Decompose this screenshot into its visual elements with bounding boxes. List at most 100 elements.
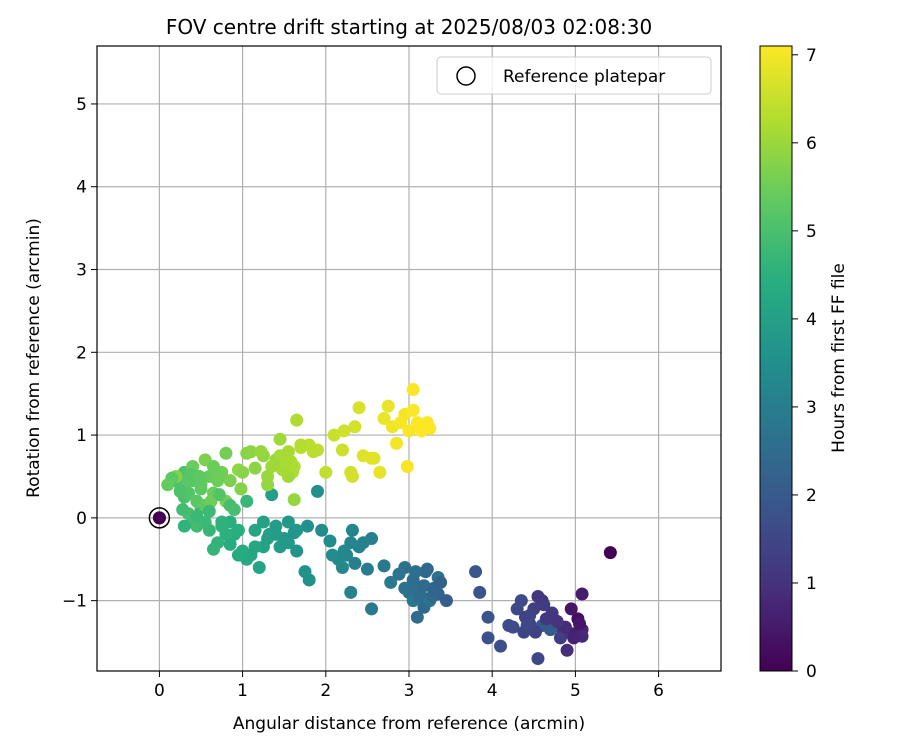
data-point xyxy=(390,436,404,450)
x-axis: 0 1 2 3 4 5 6 xyxy=(154,671,664,701)
data-point xyxy=(573,617,587,631)
colorbar-label: Hours from first FF file xyxy=(829,263,849,453)
data-point xyxy=(335,443,349,457)
colorbar-ticks: 0 1 2 3 4 5 6 7 xyxy=(792,46,817,682)
data-point xyxy=(319,465,333,479)
y-axis-label: Rotation from reference (arcmin) xyxy=(24,218,44,498)
colorbar-tick-label: 3 xyxy=(806,398,817,418)
legend-box xyxy=(436,56,712,95)
data-point xyxy=(231,548,245,562)
data-point xyxy=(192,469,206,483)
x-tick-label: 1 xyxy=(237,681,248,701)
data-point xyxy=(287,526,301,540)
data-point xyxy=(290,413,304,427)
data-point xyxy=(223,537,237,551)
data-point xyxy=(215,515,229,529)
data-point xyxy=(161,478,175,492)
data-point xyxy=(506,620,520,634)
data-point xyxy=(550,614,564,628)
data-point xyxy=(294,438,308,452)
data-point xyxy=(248,540,262,554)
data-point xyxy=(212,469,226,483)
data-point xyxy=(567,631,581,645)
y-tick-label: 5 xyxy=(76,95,87,115)
data-point xyxy=(409,565,423,579)
x-tick-label: 5 xyxy=(570,681,581,701)
data-point xyxy=(420,416,434,430)
y-tick-label: 2 xyxy=(76,343,87,363)
data-point xyxy=(417,579,431,593)
data-point xyxy=(603,546,617,560)
data-point xyxy=(315,523,329,537)
y-axis: −1 0 1 2 3 4 5 xyxy=(62,95,97,612)
data-point xyxy=(537,598,551,612)
data-point xyxy=(520,618,534,632)
colorbar-tick-label: 7 xyxy=(806,46,817,66)
data-point xyxy=(219,446,233,460)
data-point xyxy=(227,503,241,517)
data-point xyxy=(248,523,262,537)
colorbar-tick-label: 2 xyxy=(806,486,817,506)
data-point xyxy=(377,559,391,573)
data-point xyxy=(564,602,578,616)
data-point xyxy=(523,609,537,623)
data-point xyxy=(298,565,312,579)
data-point xyxy=(281,536,295,550)
data-point xyxy=(231,523,245,537)
data-point xyxy=(323,534,337,548)
colorbar-tick-label: 5 xyxy=(806,222,817,242)
y-tick-label: 0 xyxy=(76,509,87,529)
data-point xyxy=(256,515,270,529)
legend-label: Reference platepar xyxy=(503,67,665,87)
data-point xyxy=(173,484,187,498)
data-point xyxy=(300,519,314,533)
data-point xyxy=(381,399,395,413)
data-point xyxy=(412,589,426,603)
reference-marker xyxy=(148,507,171,529)
data-point xyxy=(223,474,237,488)
data-point xyxy=(348,420,362,434)
data-point xyxy=(212,488,226,502)
data-point xyxy=(206,542,220,556)
legend: Reference platepar xyxy=(436,56,712,95)
data-point xyxy=(434,575,448,589)
legend-marker-icon xyxy=(456,66,476,86)
reference-point xyxy=(152,511,166,525)
data-point xyxy=(406,383,420,397)
data-point xyxy=(373,465,387,479)
data-point xyxy=(202,504,216,518)
data-point xyxy=(560,643,574,657)
data-point xyxy=(344,585,358,599)
data-point xyxy=(273,432,287,446)
data-point xyxy=(176,503,190,517)
data-point xyxy=(325,548,339,562)
data-point xyxy=(392,567,406,581)
data-point xyxy=(481,631,495,645)
data-points xyxy=(152,383,617,666)
data-point xyxy=(244,445,258,459)
data-point xyxy=(575,587,589,601)
y-tick-label: 4 xyxy=(76,178,87,198)
data-point xyxy=(310,484,324,498)
data-point xyxy=(365,602,379,616)
reference-ring xyxy=(148,507,171,529)
data-point xyxy=(206,460,220,474)
data-point xyxy=(306,445,320,459)
data-point xyxy=(348,556,362,570)
data-point xyxy=(265,488,279,502)
data-point xyxy=(327,428,341,442)
data-point xyxy=(356,536,370,550)
x-tick-label: 0 xyxy=(154,681,165,701)
data-point xyxy=(469,565,483,579)
data-point xyxy=(236,465,250,479)
data-point xyxy=(400,460,414,474)
y-tick-label: −1 xyxy=(62,592,87,612)
grid-lines xyxy=(97,46,721,671)
colorbar-tick-label: 1 xyxy=(806,574,817,594)
data-point xyxy=(367,451,381,465)
data-point xyxy=(279,455,293,469)
x-axis-label: Angular distance from reference (arcmin) xyxy=(233,714,585,734)
data-point xyxy=(345,469,359,483)
data-point xyxy=(406,403,420,417)
data-point xyxy=(252,561,266,575)
